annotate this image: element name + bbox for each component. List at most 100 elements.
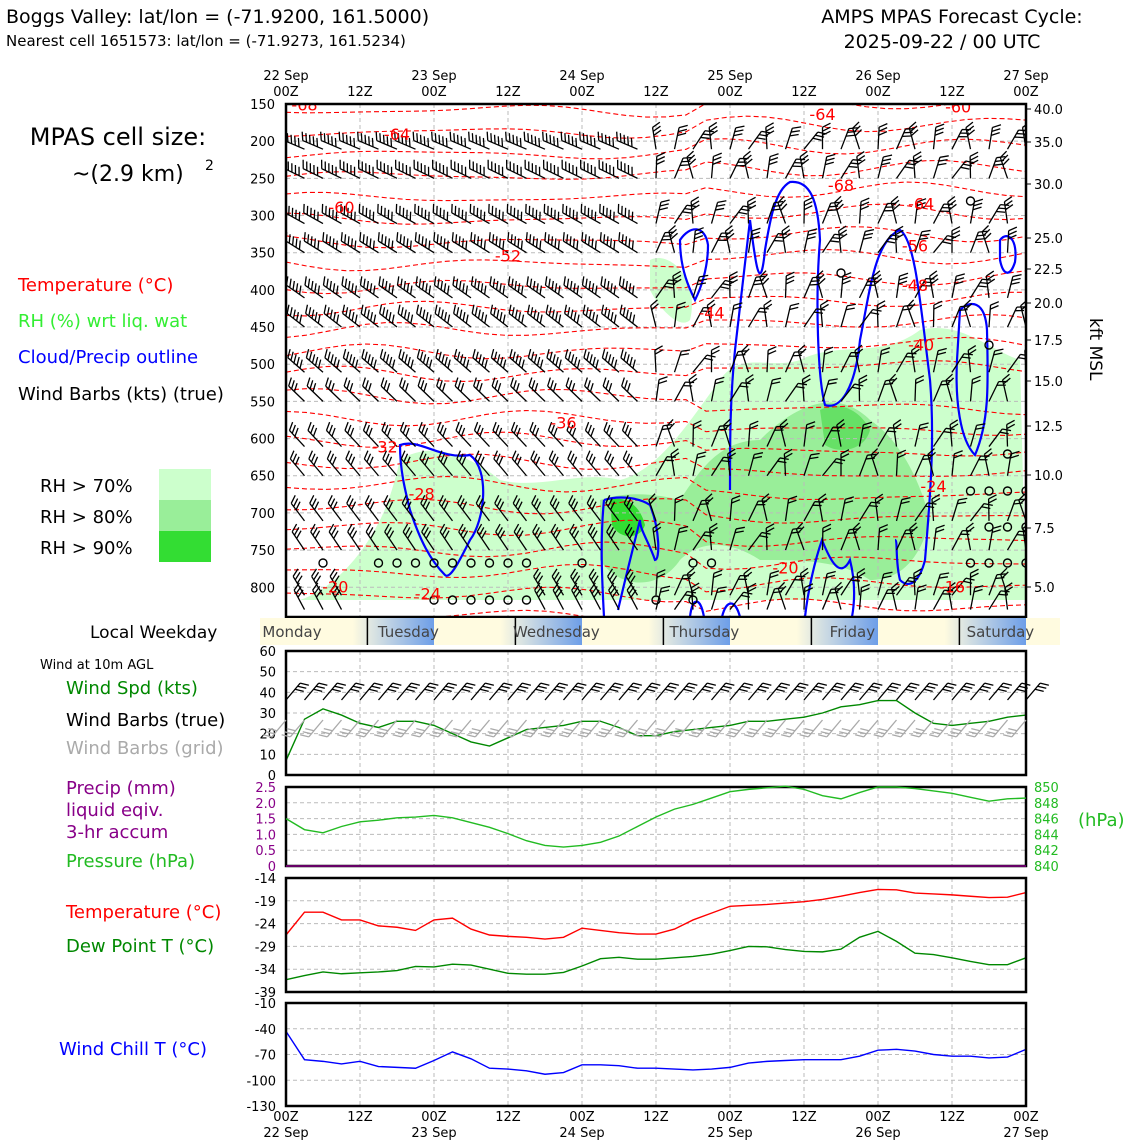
barb-feather — [688, 682, 698, 686]
grid-wind-barb — [947, 719, 971, 738]
upper-wind-barb — [415, 276, 435, 299]
barb-feather — [745, 374, 754, 381]
barb-feather — [479, 688, 489, 692]
barb-feather — [380, 205, 383, 215]
barb-feather — [294, 571, 301, 581]
grid-wind-barb — [318, 719, 342, 738]
barb-feather — [507, 276, 511, 286]
temperature-line — [285, 888, 1027, 940]
barb-feather — [493, 307, 497, 317]
barb-feather — [372, 240, 375, 250]
barb-feather — [865, 284, 875, 286]
upper-wind-barb — [584, 421, 601, 448]
barb-feather — [591, 209, 593, 219]
barb-feather — [797, 344, 806, 352]
barb-feather — [391, 211, 393, 221]
barb-feather — [780, 203, 788, 211]
barb-feather — [946, 377, 955, 385]
barb-staff — [761, 104, 768, 105]
weekday-cap — [260, 618, 286, 645]
barb-feather — [1005, 204, 1014, 211]
barb-feather — [1012, 273, 1022, 278]
barb-feather — [539, 285, 543, 295]
barb-feather — [608, 527, 614, 536]
barb-feather — [561, 159, 563, 169]
barb-feather — [424, 165, 426, 174]
upper-wind-barb — [473, 421, 490, 448]
cloud-outline-far-right — [998, 235, 1017, 274]
grid-wind-barb — [910, 719, 934, 738]
barb-feather — [756, 84, 765, 91]
upper-wind-barb — [1025, 201, 1026, 224]
barb-feather — [351, 530, 358, 539]
upper-wind-barb — [838, 225, 848, 253]
barb-feather — [988, 494, 997, 500]
barb-feather — [972, 206, 982, 211]
barb-feather — [487, 731, 497, 735]
barb-feather — [630, 589, 637, 598]
barb-feather — [613, 359, 618, 369]
barb-feather — [809, 456, 819, 460]
barb-feather — [333, 356, 337, 366]
upper-wind-barb — [821, 122, 831, 150]
barb-feather — [275, 502, 284, 510]
upper-wind-barb — [376, 159, 398, 179]
upper-wind-barb — [852, 121, 863, 150]
upper-wind-barb — [417, 377, 435, 402]
barb-feather — [581, 232, 584, 242]
barb-feather — [931, 493, 940, 500]
barb-feather — [974, 198, 984, 203]
upper-wind-barb — [666, 418, 676, 447]
barb-feather — [582, 304, 586, 314]
barb-feather — [689, 377, 698, 385]
barb-feather — [550, 163, 552, 173]
barb-feather — [502, 359, 507, 369]
upper-wind-barb — [688, 373, 698, 402]
barb-feather — [387, 456, 393, 466]
barb-feather — [919, 237, 929, 241]
upper-wind-barb — [363, 450, 379, 477]
barb-feather — [549, 134, 552, 144]
upper-wind-barb — [570, 568, 583, 596]
barb-feather — [317, 359, 322, 369]
barb-feather — [286, 728, 296, 732]
barb-feather — [477, 453, 483, 463]
upper-wind-barb — [307, 421, 324, 448]
barb-feather — [423, 382, 428, 392]
upper-wind-barb — [927, 448, 936, 476]
barb-feather — [386, 527, 392, 536]
barb-feather — [327, 351, 331, 361]
upper-wind-barb — [601, 304, 620, 328]
upper-wind-barb — [600, 276, 620, 299]
barb-feather — [973, 588, 983, 593]
barb-feather — [799, 682, 809, 686]
upper-wind-barb — [437, 450, 453, 477]
barb-feather — [434, 133, 437, 143]
calm-circle — [688, 595, 698, 605]
barb-feather — [584, 205, 586, 215]
barb-feather — [474, 307, 478, 317]
weekday-band: Local Weekday Monday Tuesday Wednesday Thur… — [90, 618, 1060, 645]
barb-feather — [413, 159, 415, 169]
grid-wind-barb — [892, 719, 916, 738]
upper-wind-barb — [710, 586, 727, 610]
panel-frame — [284, 1001, 1028, 1108]
barb-feather — [749, 728, 759, 732]
upper-wind-barb — [932, 524, 945, 551]
barb-feather — [858, 378, 868, 384]
upper-wind-barb — [987, 104, 990, 105]
barb-feather — [619, 728, 629, 732]
barb-feather — [551, 280, 554, 290]
true-wind-barb — [988, 682, 1012, 701]
barb-feather — [720, 688, 730, 692]
barb-feather — [567, 134, 570, 144]
legend-temperature: Temperature (°C) — [17, 275, 173, 296]
barb-feather — [305, 348, 310, 358]
barb-feather — [621, 377, 625, 387]
barb-feather — [439, 523, 446, 533]
upper-wind-barb — [655, 199, 670, 224]
upper-wind-barb — [358, 203, 379, 225]
barb-feather — [357, 159, 360, 169]
barb-feather — [463, 685, 473, 689]
barb-feather — [963, 685, 973, 689]
